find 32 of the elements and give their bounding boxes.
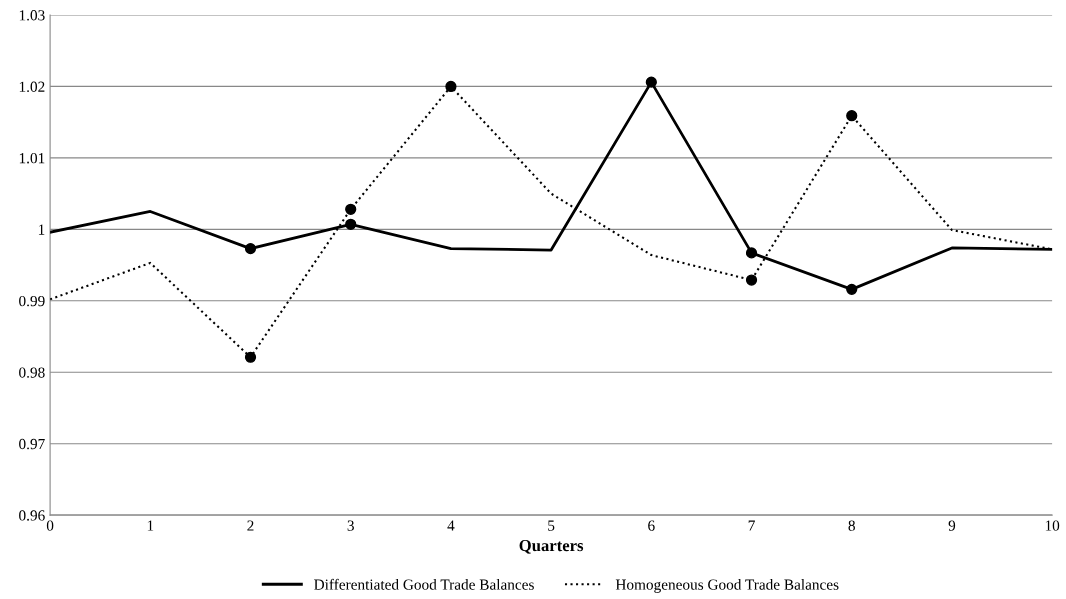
x-tick-label: 5 xyxy=(548,520,555,531)
point xyxy=(645,76,657,88)
point xyxy=(745,274,758,286)
x-tick-label: 9 xyxy=(948,520,956,531)
y-tick-label: 1.01 xyxy=(19,153,45,164)
point xyxy=(244,351,257,363)
point xyxy=(244,243,257,255)
y-tick-label: 1.03 xyxy=(19,10,45,21)
x-tick-label: 10 xyxy=(1045,520,1060,531)
x-tick-label: 4 xyxy=(447,520,455,531)
y-tick-label: 1 xyxy=(38,224,45,235)
legend-label: Homogeneous Good Trade Balances xyxy=(615,579,839,593)
point xyxy=(745,247,758,259)
point xyxy=(345,203,357,215)
x-tick-label: 7 xyxy=(748,520,755,531)
x-tick-label: 1 xyxy=(147,520,154,531)
x-tick-label: 2 xyxy=(247,520,254,531)
point xyxy=(846,283,858,295)
point xyxy=(846,110,858,122)
x-tick-label: 6 xyxy=(648,520,655,531)
y-tick-label: 1.02 xyxy=(19,81,45,92)
x-tick-label: 8 xyxy=(848,520,855,531)
y-tick-label: 0.99 xyxy=(19,295,45,307)
legend-label: Differentiated Good Trade Balances xyxy=(314,578,534,590)
x-axis-title: Quarters xyxy=(519,539,584,554)
y-tick-label: 0.96 xyxy=(19,510,45,521)
x-tick-label: 3 xyxy=(347,520,354,531)
point xyxy=(345,218,357,230)
y-tick-label: 0.97 xyxy=(19,438,45,450)
x-tick-label: 0 xyxy=(46,520,54,531)
y-tick-label: 0.98 xyxy=(19,367,45,378)
point xyxy=(445,80,457,93)
